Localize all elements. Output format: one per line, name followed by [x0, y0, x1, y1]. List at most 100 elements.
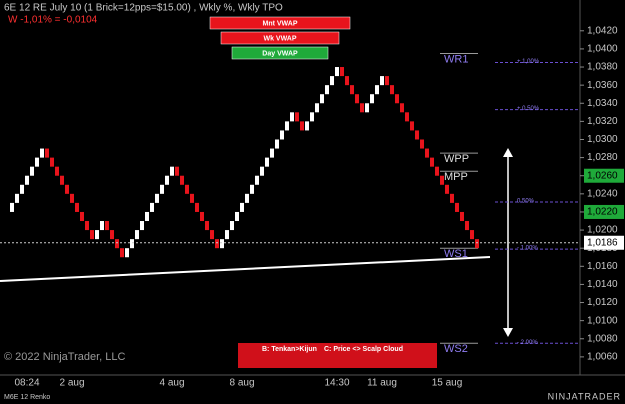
percent-label: + 0.50% [517, 106, 540, 112]
percent-label: 0.50% [517, 199, 535, 205]
logo: NINJATRADER [548, 391, 621, 401]
brick [145, 211, 149, 222]
brick [385, 76, 389, 86]
x-tick-label: 08:24 [14, 378, 39, 389]
level-label: WS2 [444, 343, 468, 355]
price-marker [584, 204, 624, 219]
brick [330, 76, 334, 86]
brick [50, 157, 54, 167]
brick [215, 239, 219, 249]
x-tick-label: 11 aug [367, 378, 397, 389]
y-tick-label: 1,0420 [587, 25, 618, 36]
brick [350, 85, 354, 95]
price-marker-label: 1,0260 [587, 170, 618, 181]
brick [265, 157, 269, 167]
percent-label: + 1,00% [517, 59, 540, 65]
brick [295, 112, 299, 122]
brick [375, 85, 379, 95]
y-tick-label: 1,0380 [587, 62, 618, 73]
brick [155, 193, 159, 203]
level-label: WR1 [444, 53, 468, 65]
brick [135, 230, 139, 240]
brick [150, 202, 154, 212]
brick [55, 166, 59, 176]
trend-line [0, 256, 491, 282]
brick [280, 130, 284, 140]
brick [105, 221, 109, 231]
brick [205, 221, 209, 231]
y-tick-label: 1,0120 [587, 297, 618, 308]
brick [465, 221, 469, 231]
x-tick-label: 4 aug [159, 378, 184, 389]
brick [475, 239, 479, 249]
brick [240, 202, 244, 212]
brick [305, 121, 309, 131]
brick [120, 248, 124, 258]
brick [250, 184, 254, 194]
brick [75, 202, 79, 212]
brick [100, 221, 104, 231]
y-tick-label: 1,0240 [587, 188, 618, 199]
vwap-button [209, 16, 351, 30]
percent-label: - 1.00% [517, 246, 538, 252]
signal-box [238, 343, 437, 368]
brick [90, 230, 94, 240]
brick [110, 230, 114, 240]
vwap-button [231, 46, 329, 60]
brick [405, 112, 409, 122]
brick [340, 67, 344, 77]
chart-subtitle: W -1,01% = -0,0104 [8, 15, 98, 26]
y-tick-label: 1,0100 [587, 315, 618, 326]
brick [230, 221, 234, 231]
brick [290, 112, 294, 122]
brick [415, 130, 419, 140]
brick [35, 157, 39, 167]
brick [420, 139, 424, 149]
brick [25, 175, 29, 185]
level-label: WPP [444, 153, 469, 165]
brick [40, 148, 44, 158]
brick [460, 211, 464, 222]
brick [200, 211, 204, 222]
brick [30, 166, 34, 176]
brick [435, 166, 439, 176]
y-tick-label: 1,0400 [587, 44, 618, 55]
y-tick-label: 1,0280 [587, 152, 618, 163]
y-tick-label: 1,0160 [587, 261, 618, 272]
brick [380, 76, 384, 86]
y-tick-label: 1,0140 [587, 279, 618, 290]
brick [410, 121, 414, 131]
brick [235, 211, 239, 222]
brick [300, 121, 304, 131]
brick [225, 230, 229, 240]
brick [175, 166, 179, 176]
brick [285, 121, 289, 131]
brick [310, 112, 314, 122]
brick [395, 94, 399, 104]
brick [180, 175, 184, 185]
brick [440, 175, 444, 185]
brick [210, 230, 214, 240]
brick [455, 202, 459, 212]
brick [355, 94, 359, 104]
brick [125, 248, 129, 258]
vwap-button-label: Mnt VWAP [263, 20, 298, 27]
chart-title: 6E 12 RE July 10 (1 Brick=12pps=$15.00) … [4, 3, 283, 14]
brick [450, 193, 454, 203]
price-marker-label: 1,0186 [587, 237, 618, 248]
brick [45, 148, 49, 158]
brick [400, 103, 404, 113]
brick [160, 184, 164, 194]
price-marker [584, 235, 624, 250]
level-label: WS1 [444, 248, 468, 260]
brick [245, 193, 249, 203]
brick [445, 184, 449, 194]
brick [85, 221, 89, 231]
x-tick-label: 8 aug [229, 378, 254, 389]
price-marker-label: 1,0220 [587, 207, 618, 218]
instrument: M6E 12 Renko [4, 394, 50, 401]
brick [260, 166, 264, 176]
brick [270, 148, 274, 158]
brick [10, 202, 14, 212]
